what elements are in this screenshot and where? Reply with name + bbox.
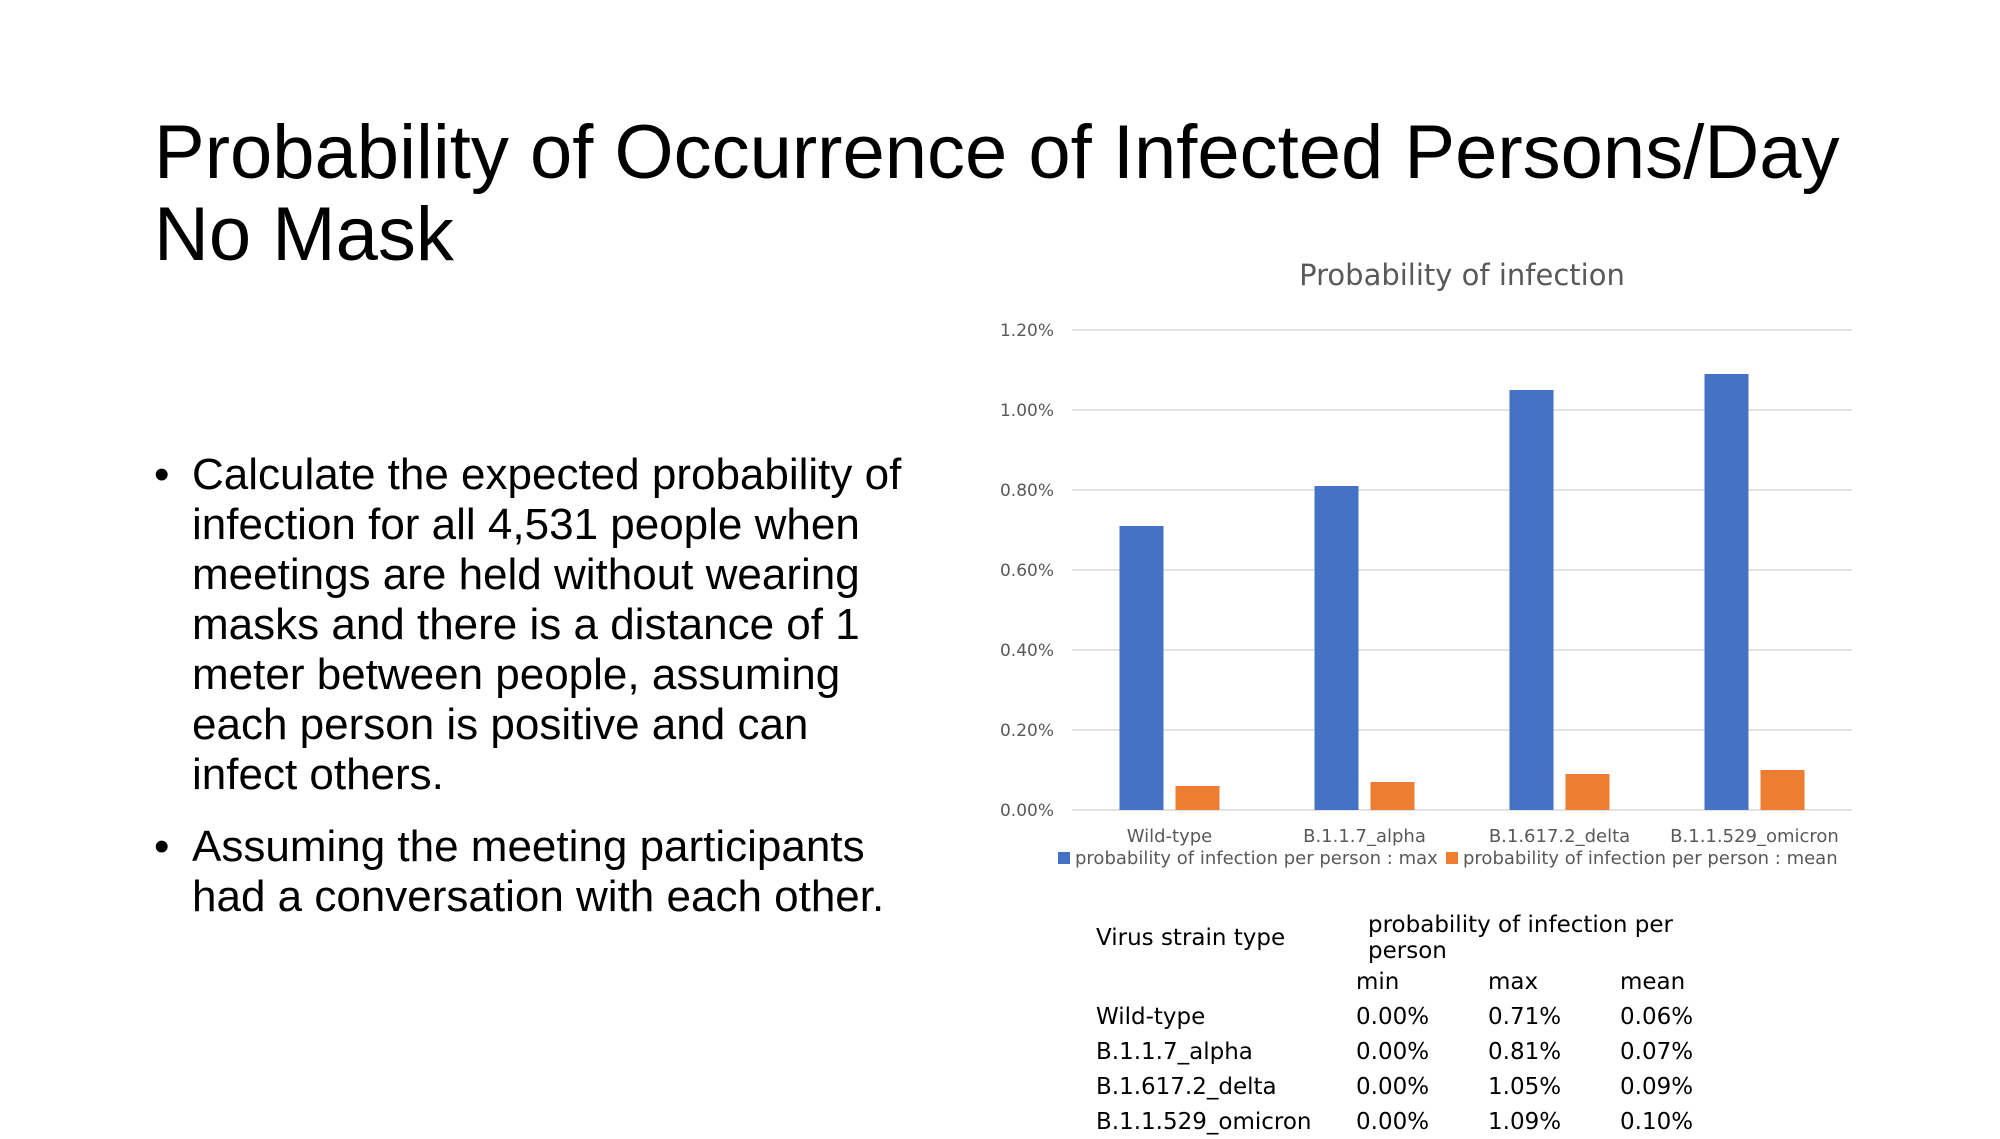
table-cell-mean: 0.06%	[1620, 1003, 1694, 1030]
table-row: B.1.1.529_omicron 0.00% 1.09% 0.10%	[1096, 1104, 1752, 1139]
y-tick-label: 0.20%	[1000, 721, 1054, 741]
legend-swatch	[1446, 852, 1458, 864]
slide-title-line2: No Mask	[154, 192, 454, 277]
bar	[1704, 374, 1749, 810]
x-tick-label: Wild-type	[1127, 826, 1213, 847]
bullet-list: Calculate the expected probability of in…	[154, 450, 914, 944]
table-cell-min: 0.00%	[1356, 1108, 1430, 1135]
legend-label: probability of infection per person : me…	[1463, 848, 1838, 869]
table-header-group: probability of infection per person	[1368, 912, 1673, 964]
bar	[1565, 774, 1610, 810]
bullet-item: Calculate the expected probability of in…	[154, 450, 914, 800]
legend-swatch	[1058, 852, 1070, 864]
table-cell-strain: B.1.1.7_alpha	[1096, 1038, 1253, 1065]
bar	[1509, 390, 1554, 810]
table-subheader-min: min	[1356, 968, 1400, 995]
table-cell-max: 1.05%	[1488, 1073, 1562, 1100]
slide-title-line1: Probability of Occurrence of Infected Pe…	[154, 110, 1840, 195]
y-tick-label: 1.20%	[1000, 321, 1054, 341]
table-cell-strain: B.1.617.2_delta	[1096, 1073, 1277, 1100]
slide-title: Probability of Occurrence of Infected Pe…	[154, 112, 1954, 276]
y-tick-label: 1.00%	[1000, 401, 1054, 421]
table-cell-mean: 0.09%	[1620, 1073, 1694, 1100]
table-cell-mean: 0.07%	[1620, 1038, 1694, 1065]
table-header-strain: Virus strain type	[1096, 925, 1286, 951]
bar	[1370, 782, 1415, 810]
y-tick-label: 0.40%	[1000, 641, 1054, 661]
table-cell-min: 0.00%	[1356, 1038, 1430, 1065]
table-cell-min: 0.00%	[1356, 1073, 1430, 1100]
y-tick-label: 0.60%	[1000, 561, 1054, 581]
table-cell-mean: 0.10%	[1620, 1108, 1694, 1135]
x-tick-label: B.1.617.2_delta	[1489, 826, 1630, 847]
table-header-row: Virus strain type probability of infecti…	[1096, 912, 1752, 964]
table-cell-strain: B.1.1.529_omicron	[1096, 1108, 1312, 1135]
table-empty-cell	[1096, 964, 1356, 999]
probability-table: Virus strain type probability of infecti…	[1096, 912, 1752, 1139]
bar-chart-svg: Probability of infection 0.00% 0.20% 0.40% 0…	[1000, 258, 1852, 869]
table-subheader-mean: mean	[1620, 968, 1686, 995]
x-tick-label: B.1.1.7_alpha	[1303, 826, 1426, 847]
table-cell-max: 1.09%	[1488, 1108, 1562, 1135]
table-subheader-row: min max mean	[1096, 964, 1752, 999]
bar	[1760, 770, 1805, 810]
y-tick-label: 0.80%	[1000, 481, 1054, 501]
x-tick-label: B.1.1.529_omicron	[1670, 826, 1839, 847]
table-row: B.1.1.7_alpha 0.00% 0.81% 0.07%	[1096, 1034, 1752, 1069]
table-cell-min: 0.00%	[1356, 1003, 1430, 1030]
bar	[1119, 526, 1164, 810]
y-tick-label: 0.00%	[1000, 801, 1054, 821]
legend-label: probability of infection per person : ma…	[1075, 848, 1438, 869]
table-row: Wild-type 0.00% 0.71% 0.06%	[1096, 999, 1752, 1034]
chart-title: Probability of infection	[1299, 258, 1625, 292]
bar	[1175, 786, 1220, 810]
bullet-item: Assuming the meeting participants had a …	[154, 822, 914, 922]
infection-chart: Probability of infection 0.00% 0.20% 0.40% 0…	[960, 240, 1960, 900]
table-cell-max: 0.81%	[1488, 1038, 1562, 1065]
table-subheader-max: max	[1488, 968, 1539, 995]
bar	[1314, 486, 1359, 810]
table-cell-strain: Wild-type	[1096, 1003, 1206, 1030]
table-cell-max: 0.71%	[1488, 1003, 1562, 1030]
table-row: B.1.617.2_delta 0.00% 1.05% 0.09%	[1096, 1069, 1752, 1104]
